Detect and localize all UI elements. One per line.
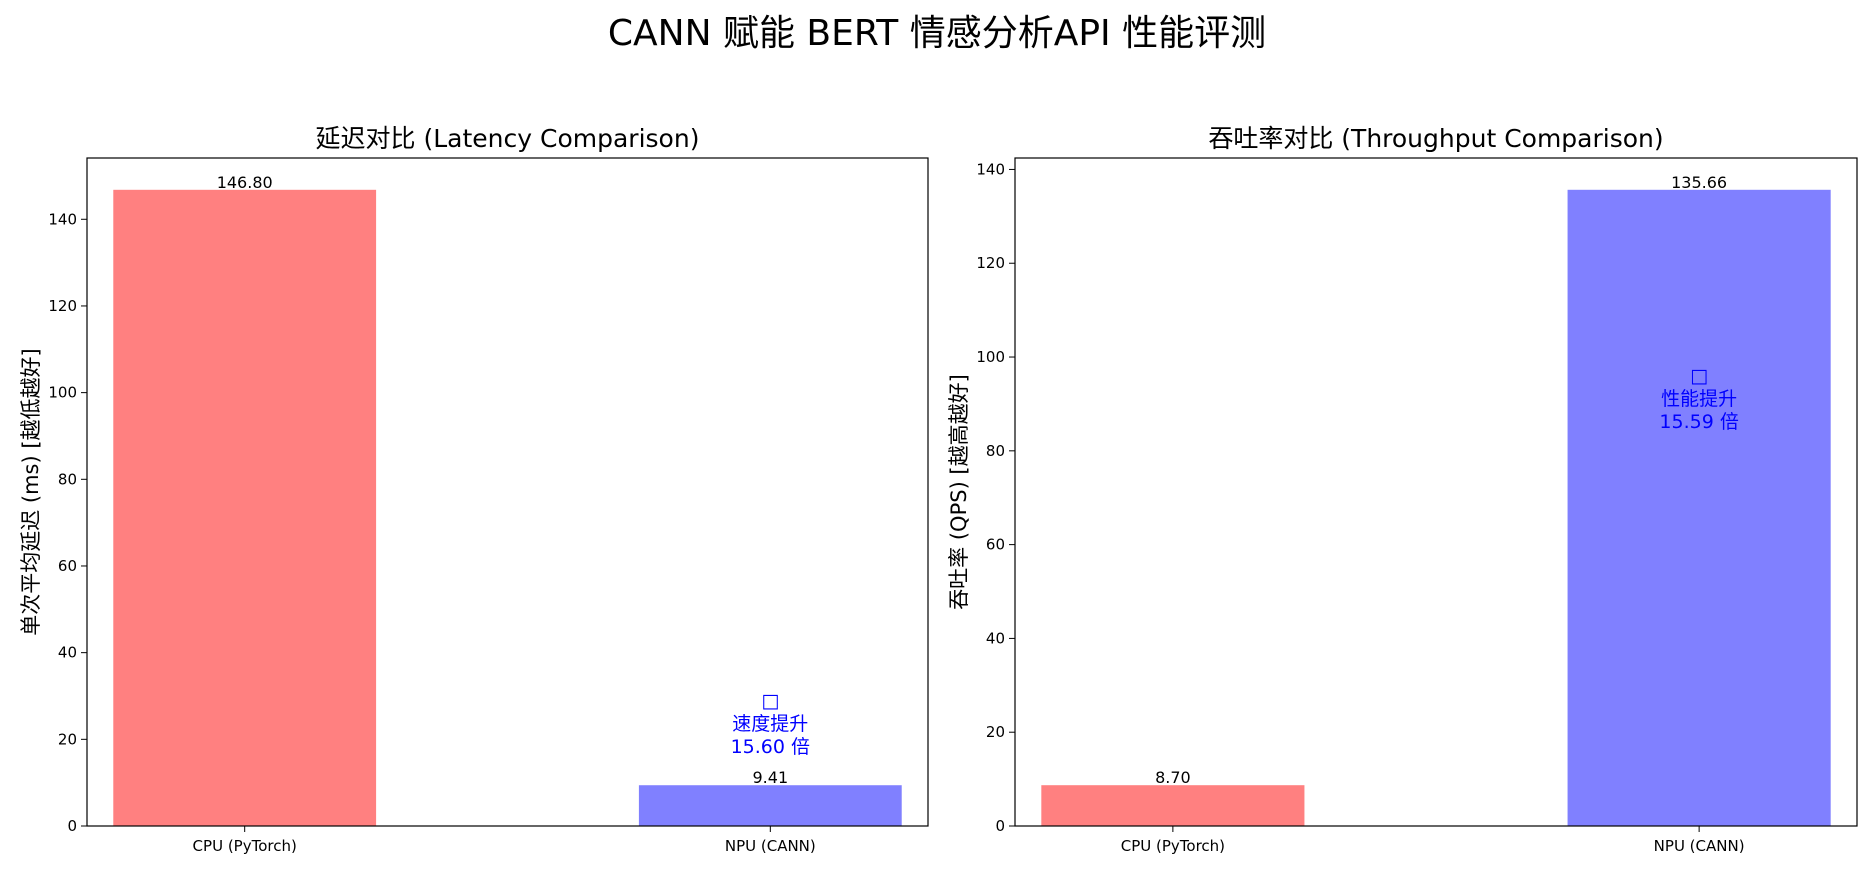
chart-panel-1: 延迟对比 (Latency Comparison) 单次平均延迟 (ms) [越低… <box>19 124 929 855</box>
y-axis-label: 吞吐率 (QPS) [越高越好] <box>947 374 971 610</box>
y-tick-label: 60 <box>986 536 1005 554</box>
y-tick-label: 60 <box>58 557 77 575</box>
y-tick-label: 120 <box>976 254 1005 272</box>
bar-2 <box>1567 189 1831 826</box>
axes-frame <box>1014 157 1858 827</box>
y-tick-label: 80 <box>58 470 77 488</box>
bar-1 <box>1041 785 1305 826</box>
data-label-1: 8.70 <box>1155 768 1191 787</box>
x-tick-label: CPU (PyTorch) <box>1121 837 1225 855</box>
chart-panel-2: 吞吐率对比 (Throughput Comparison) 吞吐率 (QPS) [… <box>947 124 1858 855</box>
axes-frame <box>86 157 929 827</box>
panel-title: 延迟对比 (Latency Comparison) <box>316 124 700 153</box>
annotation-line-1: □ <box>761 690 779 712</box>
panel-title: 吞吐率对比 (Throughput Comparison) <box>1208 124 1663 153</box>
y-tick-label: 120 <box>48 297 77 315</box>
y-tick-label: 20 <box>58 730 77 748</box>
y-tick-label: 140 <box>976 160 1005 178</box>
annotation-line-3: 15.59 倍 <box>1659 411 1738 433</box>
x-tick-label: NPU (CANN) <box>1654 837 1745 855</box>
bar-1 <box>113 189 377 827</box>
data-label-2: 9.41 <box>753 768 789 787</box>
annotation-line-3: 15.60 倍 <box>731 736 810 758</box>
annotation-line-2: 速度提升 <box>732 713 808 735</box>
y-tick-label: 40 <box>986 629 1005 647</box>
y-tick-label: 100 <box>976 348 1005 366</box>
annotation-line-1: □ <box>1690 365 1708 387</box>
x-tick-label: CPU (PyTorch) <box>193 837 297 855</box>
y-tick-label: 140 <box>48 210 77 228</box>
data-label-2: 135.66 <box>1671 173 1727 192</box>
data-label-1: 146.80 <box>217 173 273 192</box>
y-axis-label: 单次平均延迟 (ms) [越低越好] <box>19 348 43 636</box>
x-tick-label: NPU (CANN) <box>725 837 816 855</box>
y-tick-label: 40 <box>58 644 77 662</box>
y-tick-label: 20 <box>986 723 1005 741</box>
y-tick-label: 100 <box>48 384 77 402</box>
figure-title: CANN 赋能 BERT 情感分析API 性能评测 <box>608 13 1266 54</box>
bar-2 <box>638 785 902 826</box>
y-tick-label: 80 <box>986 442 1005 460</box>
annotation-line-2: 性能提升 <box>1661 388 1737 410</box>
y-tick-label: 0 <box>995 817 1005 835</box>
y-tick-label: 0 <box>67 817 77 835</box>
